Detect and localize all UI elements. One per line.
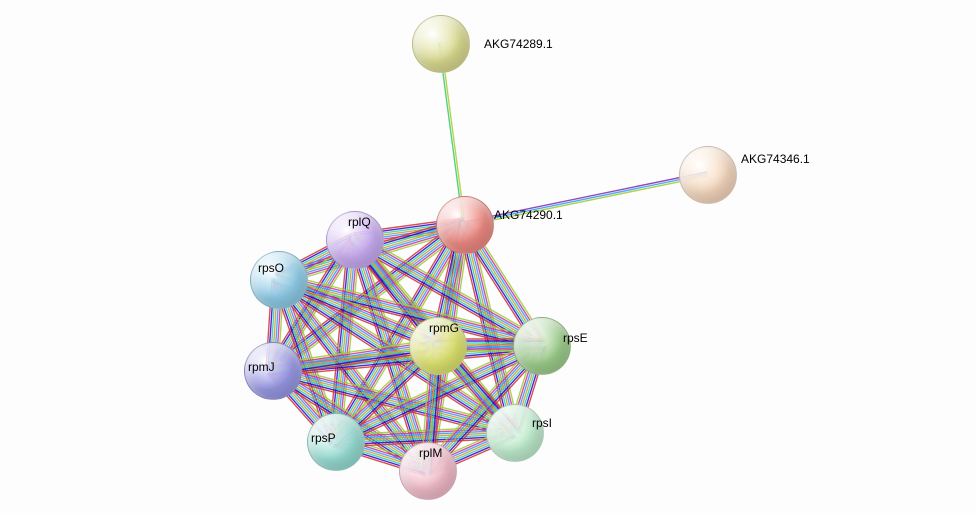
node-rpsI[interactable] <box>486 404 544 462</box>
node-rpsP[interactable] <box>307 413 365 471</box>
node-AKG74290_1[interactable] <box>436 196 494 254</box>
node-label-AKG74289_1: AKG74289.1 <box>484 37 553 51</box>
node-AKG74289_1[interactable] <box>412 15 470 73</box>
node-label-AKG74346_1: AKG74346.1 <box>741 152 810 166</box>
node-rpmJ[interactable] <box>244 342 302 400</box>
node-rpsO[interactable] <box>250 251 308 309</box>
node-rplM[interactable] <box>399 442 457 500</box>
node-label-AKG74290_1: AKG74290.1 <box>494 208 563 222</box>
node-rpmG[interactable] <box>409 317 467 375</box>
node-rplQ[interactable] <box>326 211 384 269</box>
node-rpsE[interactable] <box>513 317 571 375</box>
node-AKG74346_1[interactable] <box>679 146 737 204</box>
